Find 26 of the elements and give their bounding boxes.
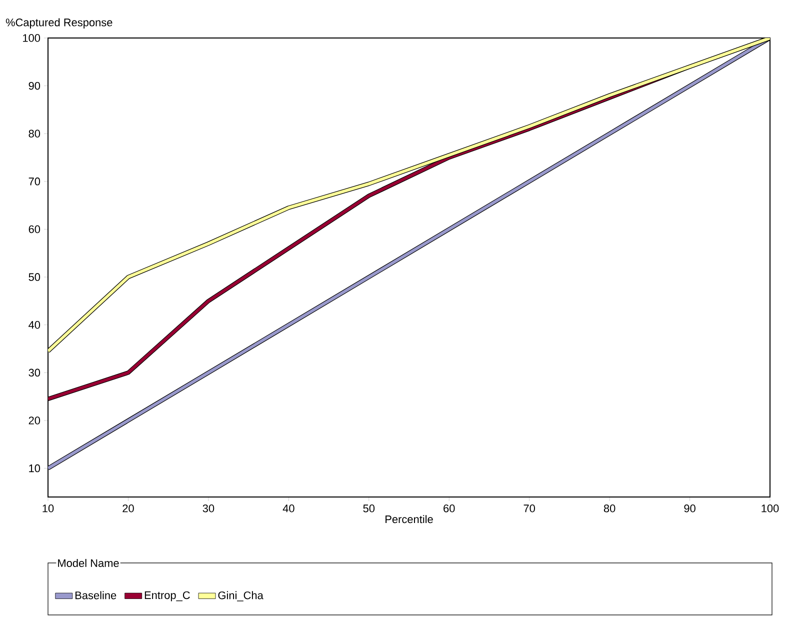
x-tick-label: 10 <box>42 504 54 512</box>
legend-label: Entrop_C <box>144 591 190 602</box>
x-tick-label: 30 <box>202 504 214 512</box>
legend-label: Gini_Cha <box>218 591 264 602</box>
y-tick-label: 80 <box>28 130 40 138</box>
y-tick-label: 20 <box>28 416 40 424</box>
x-tick-label: 50 <box>363 504 375 512</box>
x-tick-label: 60 <box>444 504 455 512</box>
x-tick-label: 20 <box>122 504 134 512</box>
x-tick-label: 80 <box>604 504 616 512</box>
y-tick-label: 10 <box>29 464 40 472</box>
y-axis-title: %Captured Response <box>6 18 112 28</box>
y-tick-label: 70 <box>28 178 40 186</box>
y-tick-label: 60 <box>28 225 40 234</box>
y-tick-label: 100 <box>23 34 40 42</box>
x-tick-label: 70 <box>524 504 535 512</box>
y-tick-label: 50 <box>28 273 40 281</box>
x-tick-label: 90 <box>684 504 696 512</box>
y-tick-label: 30 <box>28 368 40 377</box>
y-tick-label: 40 <box>28 320 40 329</box>
legend-title: Model Name <box>58 558 119 568</box>
x-tick-label: 100 <box>762 504 779 512</box>
legend-label: Baseline <box>76 591 116 600</box>
x-tick-label: 40 <box>282 504 294 512</box>
y-tick-label: 90 <box>28 82 40 90</box>
x-axis-title: Percentile <box>386 515 433 524</box>
